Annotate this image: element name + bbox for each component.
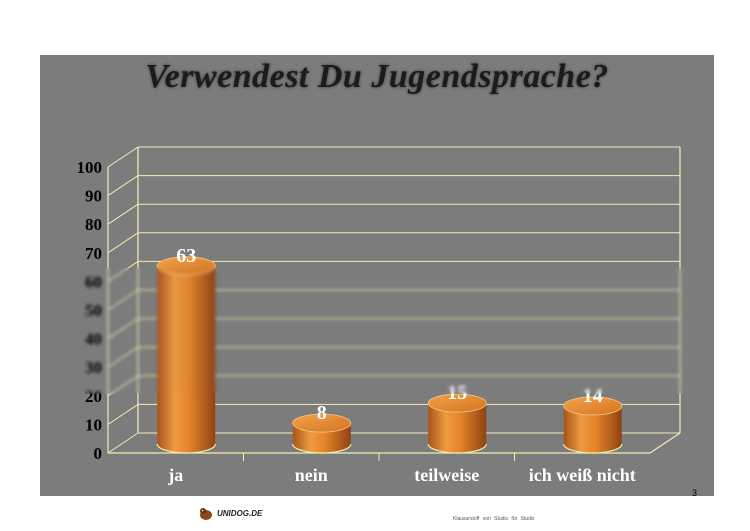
y-tick-label: 60 [85,272,102,291]
gridline-side [107,175,139,197]
x-tick-label: ich weiß nicht [529,465,636,485]
y-tick-label: 70 [85,244,102,263]
x-axis: ja nein teilweise ich weiß nicht [167,465,636,485]
y-axis: 0 10 20 30 40 50 60 70 80 90 100 [77,158,103,463]
data-labels: 63 8 15 14 [176,245,603,424]
bar-3 [427,393,487,454]
y-tick-label: 50 [85,301,102,320]
gridline-side [107,232,139,254]
gridline-side [107,403,139,425]
bar-body [157,265,216,453]
footer-logo-text: UNIDOG.DE [217,508,263,518]
footer-note: Klausurstoff von Studis für Studis [453,516,535,522]
x-tick-label: ja [167,465,183,485]
bar-top [427,393,487,413]
footer-logo: UNIDOG.DE [198,505,262,521]
bar-rim [156,443,216,454]
bar-rim [563,443,623,454]
bar-body [563,405,622,453]
gridline-side [107,260,139,282]
gridline-side [107,289,139,311]
x-tick-label: nein [295,465,328,485]
y-tick-label: 0 [94,444,103,463]
y-tick-label: 30 [85,358,102,377]
gridline-side [107,432,139,454]
bar-top [292,413,352,433]
bar-series [156,256,623,454]
bar-body [428,403,487,453]
page-number: 3 [692,488,698,498]
bar-rim [292,443,352,454]
gridline-side [107,375,139,397]
bar-top [563,396,623,416]
gridline-side [107,203,139,225]
y-tick-label: 20 [85,387,102,406]
bar-2 [292,413,352,454]
bar-rim [427,443,487,454]
data-label: 8 [317,402,327,424]
y-tick-label: 80 [85,215,102,234]
bar-1 [156,256,216,454]
data-label: 14 [583,385,603,407]
y-tick-label: 10 [85,415,102,434]
gridline-side [107,318,139,340]
data-label: 15 [447,382,467,404]
y-tick-label: 100 [77,158,103,177]
gridline-side [107,146,139,168]
dog-logo-icon [200,508,212,520]
floor-right-edge [649,432,681,454]
gridline-side [107,346,139,368]
y-tick-label: 40 [85,330,102,349]
chart-title: Verwendest Du Jugendsprache? [145,58,609,95]
y-tick-label: 90 [85,187,102,206]
x-tick-label: teilweise [414,465,479,485]
data-label: 63 [176,245,196,267]
bar-4 [563,396,623,454]
